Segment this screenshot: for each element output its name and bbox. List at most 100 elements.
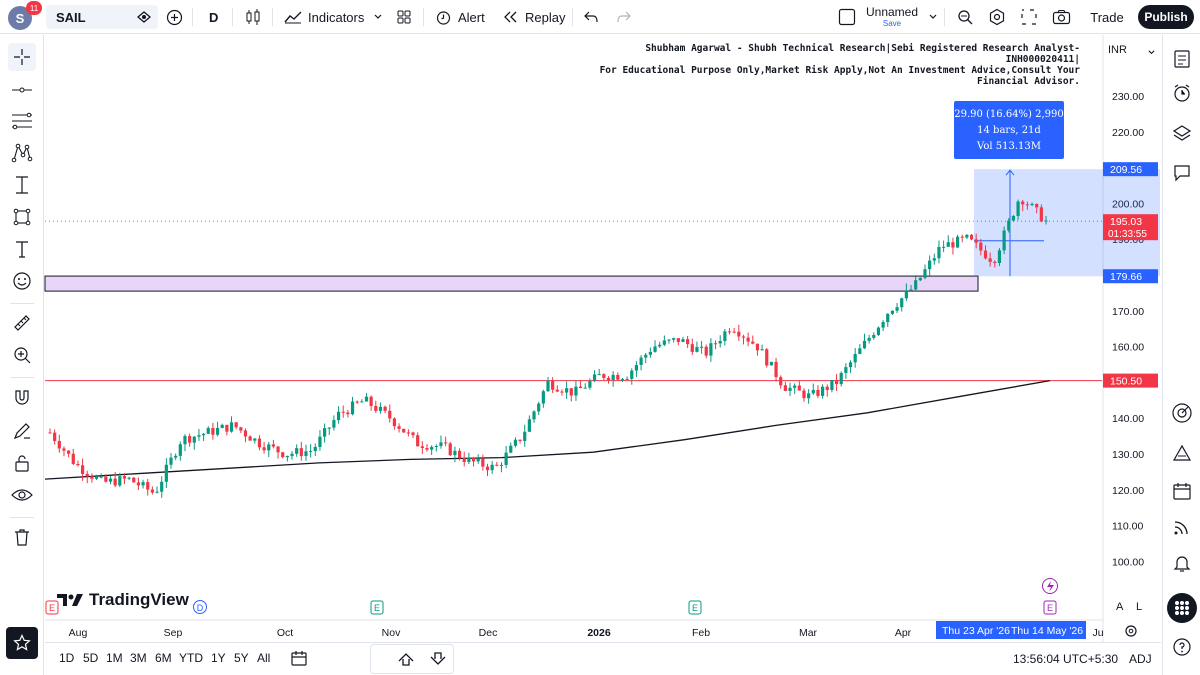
trash-remove-icon[interactable] (8, 523, 36, 551)
hide-drawings-eye-icon[interactable] (8, 481, 36, 509)
timeframe-5y[interactable]: 5Y (234, 651, 249, 665)
interval-button[interactable]: D (209, 9, 219, 25)
target-icon[interactable] (1168, 399, 1196, 427)
quick-search-icon[interactable] (956, 0, 974, 34)
alerts-clock-icon[interactable] (1168, 79, 1196, 107)
watchlist-flag-icon[interactable] (136, 0, 152, 34)
trend-line-tool-icon[interactable] (8, 76, 36, 104)
crosshair-tool-icon[interactable] (8, 43, 36, 71)
timeframe-1d[interactable]: 1D (59, 651, 75, 665)
emoji-tool-icon[interactable] (8, 267, 36, 295)
layout-name[interactable]: Unnamed Save (862, 5, 922, 28)
candle-body (174, 455, 178, 458)
candle-body (523, 431, 527, 441)
pattern-tool-icon[interactable] (8, 139, 36, 167)
candle-body (844, 367, 848, 373)
timeframe-3m[interactable]: 3M (130, 651, 147, 665)
candle-body (178, 444, 182, 456)
earnings-marker-icon: E (49, 603, 55, 613)
redo-icon[interactable] (617, 0, 631, 34)
replay-button[interactable]: Replay (503, 0, 565, 34)
fib-retracement-tool-icon[interactable] (8, 107, 36, 135)
timeframe-all[interactable]: All (257, 651, 271, 665)
candle-body (699, 346, 704, 348)
candle-body (267, 444, 271, 451)
price-tag-last: 195.03 (1110, 216, 1142, 228)
candle-body (825, 386, 829, 391)
tradingview-logo[interactable]: TradingView (57, 590, 189, 610)
candle-body (597, 374, 601, 376)
settings-gear-icon[interactable] (988, 0, 1006, 34)
candle-body (169, 457, 173, 465)
candles-icon[interactable] (245, 0, 261, 34)
price-tick-label: 130.00 (1112, 449, 1144, 461)
chevron-down-icon[interactable] (373, 0, 383, 34)
candle-body (541, 391, 545, 404)
dividend-marker-icon (193, 600, 207, 614)
scroll-buttons (370, 644, 454, 674)
layout-chevron-down-icon[interactable] (928, 0, 938, 34)
price-chart[interactable]: 100.00110.00120.00130.00140.00150.00160.… (0, 0, 1162, 642)
undo-icon[interactable] (584, 0, 598, 34)
date-range-calendar-icon[interactable] (290, 649, 308, 670)
help-icon[interactable] (1168, 633, 1196, 661)
timeframe-5d[interactable]: 5D (83, 651, 99, 665)
symbol-search[interactable]: SAIL (46, 5, 158, 29)
ideas-lightbulb-icon[interactable] (1168, 439, 1196, 467)
streams-wifi-icon[interactable] (1168, 513, 1196, 541)
timeframe-1y[interactable]: 1Y (211, 651, 226, 665)
candle-body (113, 478, 117, 486)
alert-button[interactable]: Alert (435, 0, 485, 34)
text-tool-icon[interactable] (8, 235, 36, 263)
measure-arrow (1005, 169, 1015, 176)
candle-body (262, 447, 266, 451)
chat-icon[interactable] (1168, 159, 1196, 187)
candle-body (830, 379, 834, 391)
timeframe-6m[interactable]: 6M (155, 651, 172, 665)
fullscreen-icon[interactable] (1020, 0, 1038, 34)
shapes-tool-icon[interactable] (8, 203, 36, 231)
trade-button[interactable]: Trade (1090, 9, 1124, 25)
candle-body (630, 370, 634, 379)
ruler-measure-icon[interactable] (8, 309, 36, 337)
candle-body (667, 339, 671, 341)
price-tick-label: 220.00 (1112, 127, 1144, 139)
camera-snapshot-icon[interactable] (1052, 0, 1071, 34)
lock-drawings-icon[interactable] (8, 449, 36, 477)
projection-tool-icon[interactable] (8, 171, 36, 199)
notifications-bell-icon[interactable] (1168, 549, 1196, 577)
currency-selector[interactable]: INR (1108, 44, 1127, 56)
arrow-up-icon[interactable] (397, 651, 415, 670)
layout-checkbox-icon[interactable] (838, 0, 856, 34)
apps-grid-icon[interactable] (1167, 593, 1197, 623)
candle-body (723, 331, 727, 341)
zoom-in-icon[interactable] (8, 341, 36, 369)
candle-body (634, 364, 639, 371)
templates-grid-icon[interactable] (396, 0, 412, 34)
timeframe-1m[interactable]: 1M (106, 651, 123, 665)
candle-body (1035, 203, 1039, 208)
stay-in-drawing-mode-icon[interactable] (8, 417, 36, 445)
calendar-icon[interactable] (1168, 477, 1196, 505)
log-scale-button[interactable]: L (1136, 601, 1142, 613)
indicators-button[interactable]: Indicators (284, 0, 364, 34)
timeframe-ytd[interactable]: YTD (179, 651, 203, 665)
watchlist-icon[interactable] (1168, 45, 1196, 73)
candle-body (229, 422, 234, 432)
favorites-star-icon[interactable] (6, 627, 38, 659)
adjust-data-button[interactable]: ADJ (1129, 652, 1152, 666)
candle-body (592, 374, 597, 382)
candle-body (960, 236, 964, 238)
candle-body (969, 234, 974, 240)
layers-icon[interactable] (1168, 119, 1196, 147)
magnet-icon[interactable] (8, 383, 36, 411)
candle-body (304, 451, 308, 456)
publish-button[interactable]: Publish (1138, 5, 1194, 29)
auto-scale-button[interactable]: A (1116, 601, 1124, 613)
compare-add-icon[interactable] (166, 0, 183, 34)
arrow-down-icon[interactable] (429, 651, 447, 670)
clock-timezone[interactable]: 13:56:04 UTC+5:30 (1013, 652, 1119, 666)
moving-average-line (44, 379, 1051, 480)
currency-chevron-down-icon[interactable] (1147, 44, 1156, 62)
candle-body (164, 464, 168, 482)
